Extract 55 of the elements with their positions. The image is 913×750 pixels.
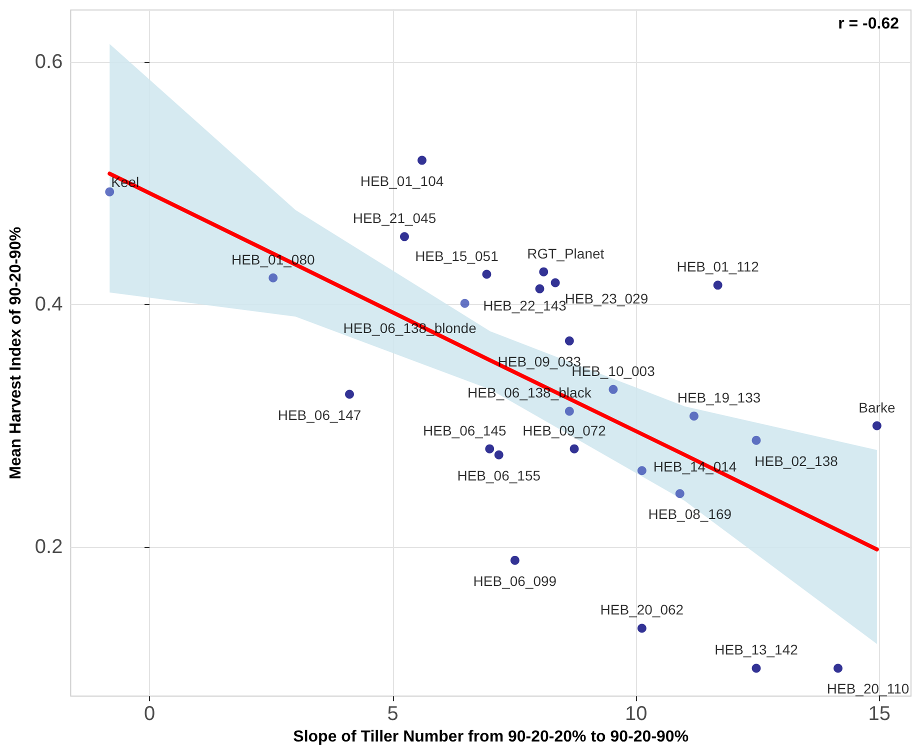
data-label: HEB_20_062: [600, 602, 684, 618]
point: [418, 156, 427, 165]
point: [872, 421, 882, 430]
point: [637, 624, 646, 633]
data-label: HEB_01_104: [360, 172, 444, 189]
point: [637, 466, 646, 476]
data-label: Barke: [858, 399, 896, 416]
point: [510, 556, 520, 565]
x-tick-label: 0: [144, 703, 156, 726]
point: [482, 270, 492, 279]
x-axis-title: Slope of Tiller Number from 90-20-20% to 90-20-90%: [293, 728, 689, 746]
point: [564, 336, 574, 346]
point: [608, 384, 618, 394]
data-label: HEB_02_138: [754, 452, 838, 469]
point: [564, 406, 574, 416]
point: [713, 280, 722, 290]
point: [400, 232, 409, 242]
data-label: HEB_22_143: [483, 297, 567, 314]
data-label: HEB_01_112: [676, 258, 760, 275]
y-tick-label: 0.6: [34, 51, 63, 74]
point: [539, 267, 548, 276]
point: [690, 412, 698, 421]
point: [834, 664, 843, 673]
data-label: HEB_09_072: [522, 422, 606, 438]
data-label: HEB_23_029: [564, 290, 648, 307]
point: [535, 284, 544, 294]
point: [752, 436, 761, 445]
data-label: HEB_08_169: [648, 506, 732, 522]
x-tick-label: 15: [868, 703, 890, 726]
data-label: HEB_06_147: [278, 406, 362, 423]
point: [345, 390, 354, 399]
data-label: HEB_20_110: [826, 680, 910, 697]
point: [485, 444, 494, 454]
data-label: RGT_Planet: [527, 245, 604, 262]
point: [570, 444, 579, 454]
data-label: HEB_19_133: [677, 390, 761, 406]
data-label: HEB_13_142: [714, 642, 798, 658]
data-label: HEB_06_099: [473, 572, 557, 589]
point: [550, 278, 560, 288]
point: [675, 489, 684, 498]
point: [752, 664, 761, 673]
y-tick-label: 0.2: [34, 536, 63, 558]
y-axis-title: Mean Harvest Index of 90-20-90%: [8, 226, 24, 480]
data-label: HEB_21_045: [352, 210, 436, 226]
data-label: HEB_06_145: [422, 422, 506, 438]
annotation: r = -0.62: [838, 16, 900, 32]
y-tick-label: 0.4: [34, 294, 63, 316]
point: [460, 298, 470, 308]
x-tick-label: 10: [624, 703, 648, 726]
point: [105, 187, 114, 196]
point: [494, 450, 504, 460]
x-tick-label: 5: [387, 703, 398, 726]
data-label: HEB_15_051: [415, 248, 499, 264]
data-label: HEB_06_155: [457, 467, 541, 484]
point: [268, 273, 278, 282]
